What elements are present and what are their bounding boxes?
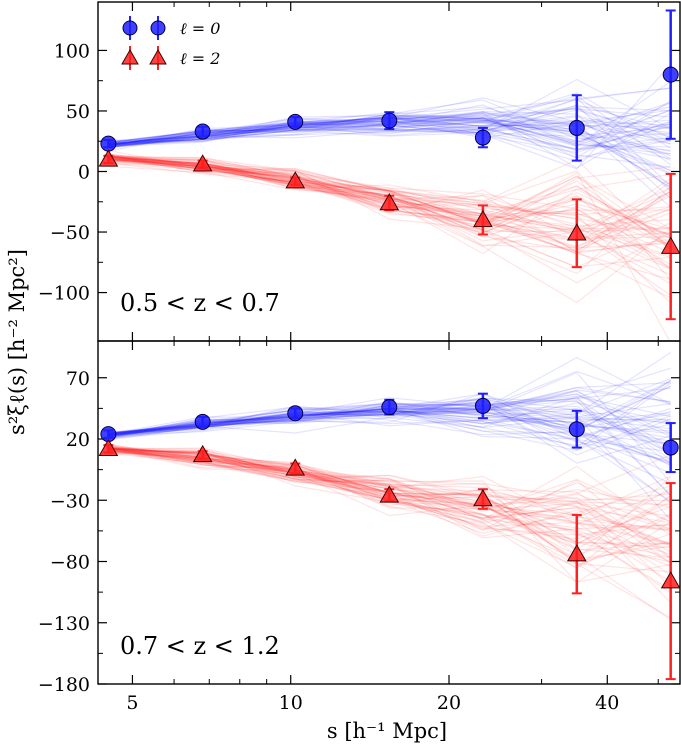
bottom-panel: −180 −130 −80 −30 20 70 5 10 20 40 0.7 < z < 1.2 xyxy=(38,340,681,714)
y-tick-label: 100 xyxy=(54,40,90,62)
data-point-l2 xyxy=(566,223,587,241)
data-point-l0 xyxy=(474,397,491,414)
legend-marker xyxy=(122,20,138,36)
y-axis-label: s²ξℓ(s) [h⁻² Mpc²] xyxy=(5,249,29,435)
data-point-l0 xyxy=(287,113,304,130)
y-tick-label: −100 xyxy=(38,283,90,305)
axes-frame xyxy=(97,340,681,685)
x-tick-label: 20 xyxy=(437,692,461,714)
data-point-l2 xyxy=(98,438,119,457)
mock-curve xyxy=(108,446,671,619)
data-point-l0 xyxy=(194,123,211,140)
data-point-l2 xyxy=(192,444,213,463)
data-point-l2 xyxy=(192,154,213,172)
panel-label: 0.7 < z < 1.2 xyxy=(120,632,280,660)
data-point-l0 xyxy=(100,135,117,152)
data-point-l2 xyxy=(285,171,306,189)
legend-label: ℓ = 0 xyxy=(180,19,220,38)
data-point-l2 xyxy=(566,544,587,562)
y-tick-label: 50 xyxy=(66,101,90,123)
y-tick-label: 20 xyxy=(66,429,90,451)
data-point-l0 xyxy=(194,413,211,430)
top-panel: −100 −50 0 50 100 0.5 < z < 0.7 ℓ = 0 ℓ = 2 xyxy=(38,1,681,342)
legend-marker xyxy=(121,48,139,65)
y-tick-label: −50 xyxy=(50,222,90,244)
data-point-l2 xyxy=(379,485,400,503)
data-point-l0 xyxy=(662,439,679,456)
data-point-l0 xyxy=(568,119,585,136)
legend: ℓ = 0 ℓ = 2 xyxy=(121,16,220,70)
data-point-l0 xyxy=(662,66,679,83)
mock-curve xyxy=(108,443,672,621)
data-point-l0 xyxy=(568,421,585,438)
mock-curve xyxy=(108,449,672,604)
data-point-l2 xyxy=(98,149,119,167)
x-axis-label: s [h⁻¹ Mpc] xyxy=(327,719,447,743)
legend-marker xyxy=(149,48,167,65)
data-point-l2 xyxy=(285,458,306,476)
data-point-l2 xyxy=(660,571,681,589)
legend-label: ℓ = 2 xyxy=(180,49,220,68)
data-point-l2 xyxy=(473,489,493,507)
data-point-l2 xyxy=(660,236,681,254)
data-point-l0 xyxy=(381,399,398,416)
legend-marker xyxy=(150,20,166,36)
data-point-l0 xyxy=(474,129,491,146)
data-point-l0 xyxy=(287,405,304,422)
panel-label: 0.5 < z < 0.7 xyxy=(120,289,280,317)
x-tick-label: 10 xyxy=(279,692,303,714)
data-point-l0 xyxy=(381,112,398,129)
data-point-l2 xyxy=(379,192,400,211)
mock-curve xyxy=(108,450,671,567)
y-tick-label: −80 xyxy=(50,552,90,574)
y-tick-label: −180 xyxy=(38,674,90,696)
y-tick-label: −30 xyxy=(50,490,90,512)
y-tick-label: −130 xyxy=(38,613,90,635)
y-tick-label: 70 xyxy=(66,368,90,390)
x-tick-label: 40 xyxy=(595,692,619,714)
x-tick-label: 5 xyxy=(126,692,138,714)
data-point-l2 xyxy=(473,209,493,228)
y-tick-label: 0 xyxy=(78,162,90,184)
axis-labels: s [h⁻¹ Mpc] s²ξℓ(s) [h⁻² Mpc²] xyxy=(5,249,447,743)
